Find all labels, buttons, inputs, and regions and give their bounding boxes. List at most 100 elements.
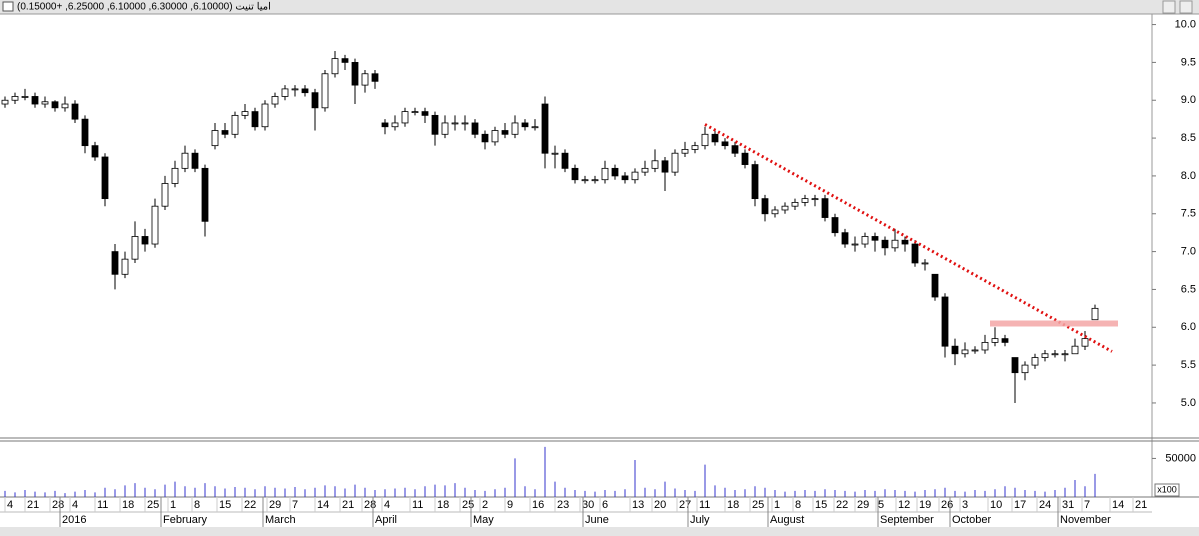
candle-body bbox=[1061, 353, 1069, 356]
candle-body bbox=[611, 167, 619, 177]
x-tick-label: 22 bbox=[244, 499, 256, 511]
candle-body bbox=[191, 152, 199, 169]
candle-body bbox=[111, 251, 119, 275]
x-tick-label: 18 bbox=[727, 499, 739, 511]
candle-body bbox=[681, 149, 689, 154]
month-label: July bbox=[690, 514, 710, 526]
candle-body bbox=[1071, 345, 1079, 355]
candle-body bbox=[341, 58, 349, 63]
x-tick-label: 1 bbox=[170, 499, 176, 511]
x-tick-label: 13 bbox=[632, 499, 644, 511]
candle-body bbox=[141, 236, 149, 245]
y-tick-label: 7.0 bbox=[1181, 246, 1196, 258]
y-tick-label: 9.0 bbox=[1181, 94, 1196, 106]
month-label: October bbox=[952, 514, 991, 526]
x-tick-label: 4 bbox=[72, 499, 78, 511]
month-label: 2016 bbox=[62, 514, 86, 526]
y2-tick-label: 50000 bbox=[1165, 452, 1196, 464]
x-tick-label: 22 bbox=[836, 499, 848, 511]
candle-body bbox=[71, 103, 79, 120]
candle-body bbox=[291, 88, 299, 91]
x-tick-label: 19 bbox=[919, 499, 931, 511]
candle-body bbox=[201, 167, 209, 222]
candle-body bbox=[1021, 364, 1029, 374]
candle-body bbox=[931, 273, 939, 298]
candle-body bbox=[421, 111, 429, 116]
y-tick-label: 8.5 bbox=[1181, 132, 1196, 144]
x-tick-label: 4 bbox=[384, 499, 390, 511]
candle-body bbox=[921, 262, 929, 265]
candle-body bbox=[781, 205, 789, 211]
candle-body bbox=[991, 338, 999, 343]
y-tick-label: 5.5 bbox=[1181, 359, 1196, 371]
candle-body bbox=[711, 133, 719, 143]
candle-body bbox=[1081, 338, 1089, 347]
x-tick-label: 17 bbox=[1014, 499, 1026, 511]
x-tick-label: 14 bbox=[317, 499, 329, 511]
x-tick-label: 25 bbox=[752, 499, 764, 511]
candle-body bbox=[101, 156, 109, 200]
candle-body bbox=[381, 122, 389, 128]
candle-body bbox=[271, 96, 279, 105]
candle-body bbox=[771, 209, 779, 215]
candle-body bbox=[511, 122, 519, 135]
candle-body bbox=[851, 243, 859, 246]
x-tick-label: 15 bbox=[815, 499, 827, 511]
x-tick-label: 24 bbox=[1039, 499, 1051, 511]
candle-body bbox=[31, 96, 39, 105]
candle-body bbox=[641, 167, 649, 173]
candle-body bbox=[91, 145, 99, 158]
candle-body bbox=[151, 205, 159, 245]
candle-body bbox=[521, 122, 529, 128]
candle-body bbox=[981, 342, 989, 351]
x-tick-label: 12 bbox=[898, 499, 910, 511]
month-label: February bbox=[163, 514, 208, 526]
candle-body bbox=[561, 152, 569, 169]
candle-body bbox=[311, 92, 319, 109]
candle-body bbox=[721, 141, 729, 147]
candle-body bbox=[1041, 353, 1049, 358]
candle-body bbox=[361, 73, 369, 86]
x-tick-label: 11 bbox=[412, 499, 423, 511]
month-label: May bbox=[473, 514, 494, 526]
candle-body bbox=[1011, 357, 1019, 374]
x-tick-label: 3 bbox=[962, 499, 968, 511]
x-tick-label: 8 bbox=[795, 499, 801, 511]
x-tick-label: 7 bbox=[1084, 499, 1090, 511]
candle-body bbox=[41, 101, 49, 105]
candle-body bbox=[11, 96, 19, 101]
candle-body bbox=[651, 160, 659, 169]
candle-body bbox=[21, 96, 29, 98]
candle-body bbox=[241, 111, 249, 116]
candle-body bbox=[261, 103, 269, 128]
candle-body bbox=[1031, 357, 1039, 366]
x-tick-label: 23 bbox=[557, 499, 569, 511]
candle-body bbox=[601, 167, 609, 181]
candle-body bbox=[1091, 307, 1099, 321]
candle-body bbox=[1051, 353, 1059, 356]
candle-body bbox=[591, 179, 599, 182]
candle-body bbox=[121, 258, 129, 275]
y-tick-label: 8.0 bbox=[1181, 170, 1196, 182]
trendline bbox=[704, 123, 1113, 353]
candle-body bbox=[281, 88, 289, 97]
candle-body bbox=[671, 152, 679, 173]
candle-body bbox=[741, 152, 749, 165]
x-tick-label: 9 bbox=[507, 499, 513, 511]
candle-body bbox=[411, 111, 419, 113]
scroll-up-button[interactable] bbox=[1162, 0, 1176, 14]
candle-body bbox=[801, 198, 809, 203]
y-tick-label: 10.0 bbox=[1175, 18, 1196, 30]
x-tick-label: 26 bbox=[941, 499, 953, 511]
candle-body bbox=[1001, 338, 1009, 343]
close-button[interactable] bbox=[1179, 0, 1193, 14]
scrollbar[interactable] bbox=[0, 527, 1199, 536]
chart-title: اميا تنيت (6.10000, 6.30000, 6.10000, 6.… bbox=[17, 2, 271, 13]
candle-body bbox=[881, 239, 889, 249]
x-tick-label: 4 bbox=[7, 499, 13, 511]
candle-body bbox=[661, 160, 669, 173]
y-tick-label: 6.5 bbox=[1181, 283, 1196, 295]
candle-body bbox=[171, 167, 179, 184]
candle-body bbox=[821, 198, 829, 218]
candle-body bbox=[531, 126, 539, 129]
